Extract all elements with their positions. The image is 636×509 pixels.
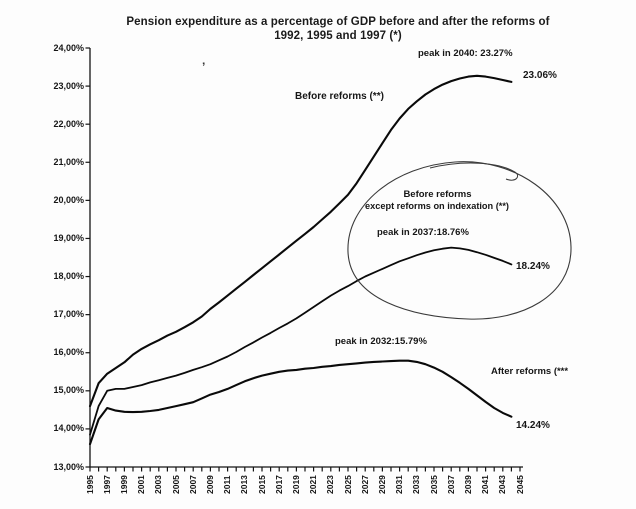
before-reforms-curve	[88, 74, 513, 408]
x-axis-label: 2029	[376, 475, 387, 494]
y-axis-label: 13,00%	[53, 461, 84, 472]
series-label-after-reforms: After reforms (***	[491, 366, 569, 377]
x-axis-label: 2027	[359, 475, 370, 494]
after-reforms-curve	[88, 359, 513, 446]
x-axis-label: 2001	[136, 475, 147, 494]
annotation-end-value-after-reforms: 14.24%	[516, 420, 550, 431]
y-axis-label: 24,00%	[53, 42, 84, 53]
y-axis-label: 22,00%	[53, 118, 84, 129]
x-axis-label: 2005	[170, 475, 181, 494]
y-axis-label: 23,00%	[53, 80, 84, 91]
x-axis-label: 2023	[325, 475, 336, 494]
annotation-end-value-before-reforms: 23.06%	[523, 70, 557, 81]
y-axis-label: 15,00%	[53, 385, 84, 396]
y-axis-label: 18,00%	[53, 271, 84, 282]
x-axis-label: 1997	[101, 475, 112, 494]
x-axis-label: 2035	[428, 475, 439, 494]
chart-title-line2: 1992, 1995 and 1997 (*)	[274, 30, 402, 42]
x-axis-label: 1995	[84, 475, 95, 494]
x-axis-label: 2019	[290, 475, 301, 494]
chart-title: Pension expenditure as a percentage of G…	[60, 15, 616, 43]
y-axis-label: 14,00%	[53, 423, 84, 434]
x-axis-label: 2045	[514, 475, 525, 494]
chart-title-line1: Pension expenditure as a percentage of G…	[126, 16, 550, 28]
x-axis-label: 2009	[204, 475, 215, 494]
x-axis-label: 2015	[256, 475, 267, 494]
x-axis-label: 1999	[118, 475, 129, 494]
annotation-peak-before-reforms: peak in 2040: 23.27%	[418, 48, 513, 59]
x-axis-label: 2017	[273, 475, 284, 494]
series-label-indexation-line2: except reforms on indexation (**)	[365, 201, 509, 211]
x-axis-label: 2025	[342, 475, 353, 494]
y-axis-label: 21,00%	[53, 156, 84, 167]
annotation-peak-indexation: peak in 2037:18.76%	[377, 227, 469, 238]
y-axis-label: 16,00%	[53, 347, 84, 358]
annotation-peak-after-reforms: peak in 2032:15.79%	[335, 336, 427, 347]
x-axis-label: 2041	[480, 475, 491, 494]
x-axis-label: 2003	[153, 475, 164, 494]
x-axis-label: 2013	[239, 475, 250, 494]
x-axis-label: 2033	[411, 475, 422, 494]
x-axis-label: 2039	[462, 475, 473, 494]
before-reforms-except-indexation-curve	[89, 246, 513, 436]
x-axis-label: 2037	[445, 475, 456, 494]
series-label-before-reforms: Before reforms (**)	[295, 91, 384, 102]
y-axis-label: 19,00%	[53, 232, 84, 243]
x-axis-label: 2043	[497, 475, 508, 494]
hand-drawn-circle-overlap-stroke	[429, 162, 519, 181]
x-axis-label: 2007	[187, 475, 198, 494]
x-axis-label: 2031	[394, 475, 405, 494]
series-label-indexation-line1: Before reforms	[403, 189, 472, 200]
y-axis-label: 20,00%	[53, 194, 84, 205]
stray-scan-mark: ’	[202, 60, 206, 74]
hand-drawn-circle-annotation	[347, 161, 572, 320]
x-axis-label: 2021	[308, 475, 319, 494]
y-axis-label: 17,00%	[53, 309, 84, 320]
annotation-end-value-indexation: 18.24%	[516, 261, 550, 272]
x-axis-label: 2011	[222, 475, 233, 494]
